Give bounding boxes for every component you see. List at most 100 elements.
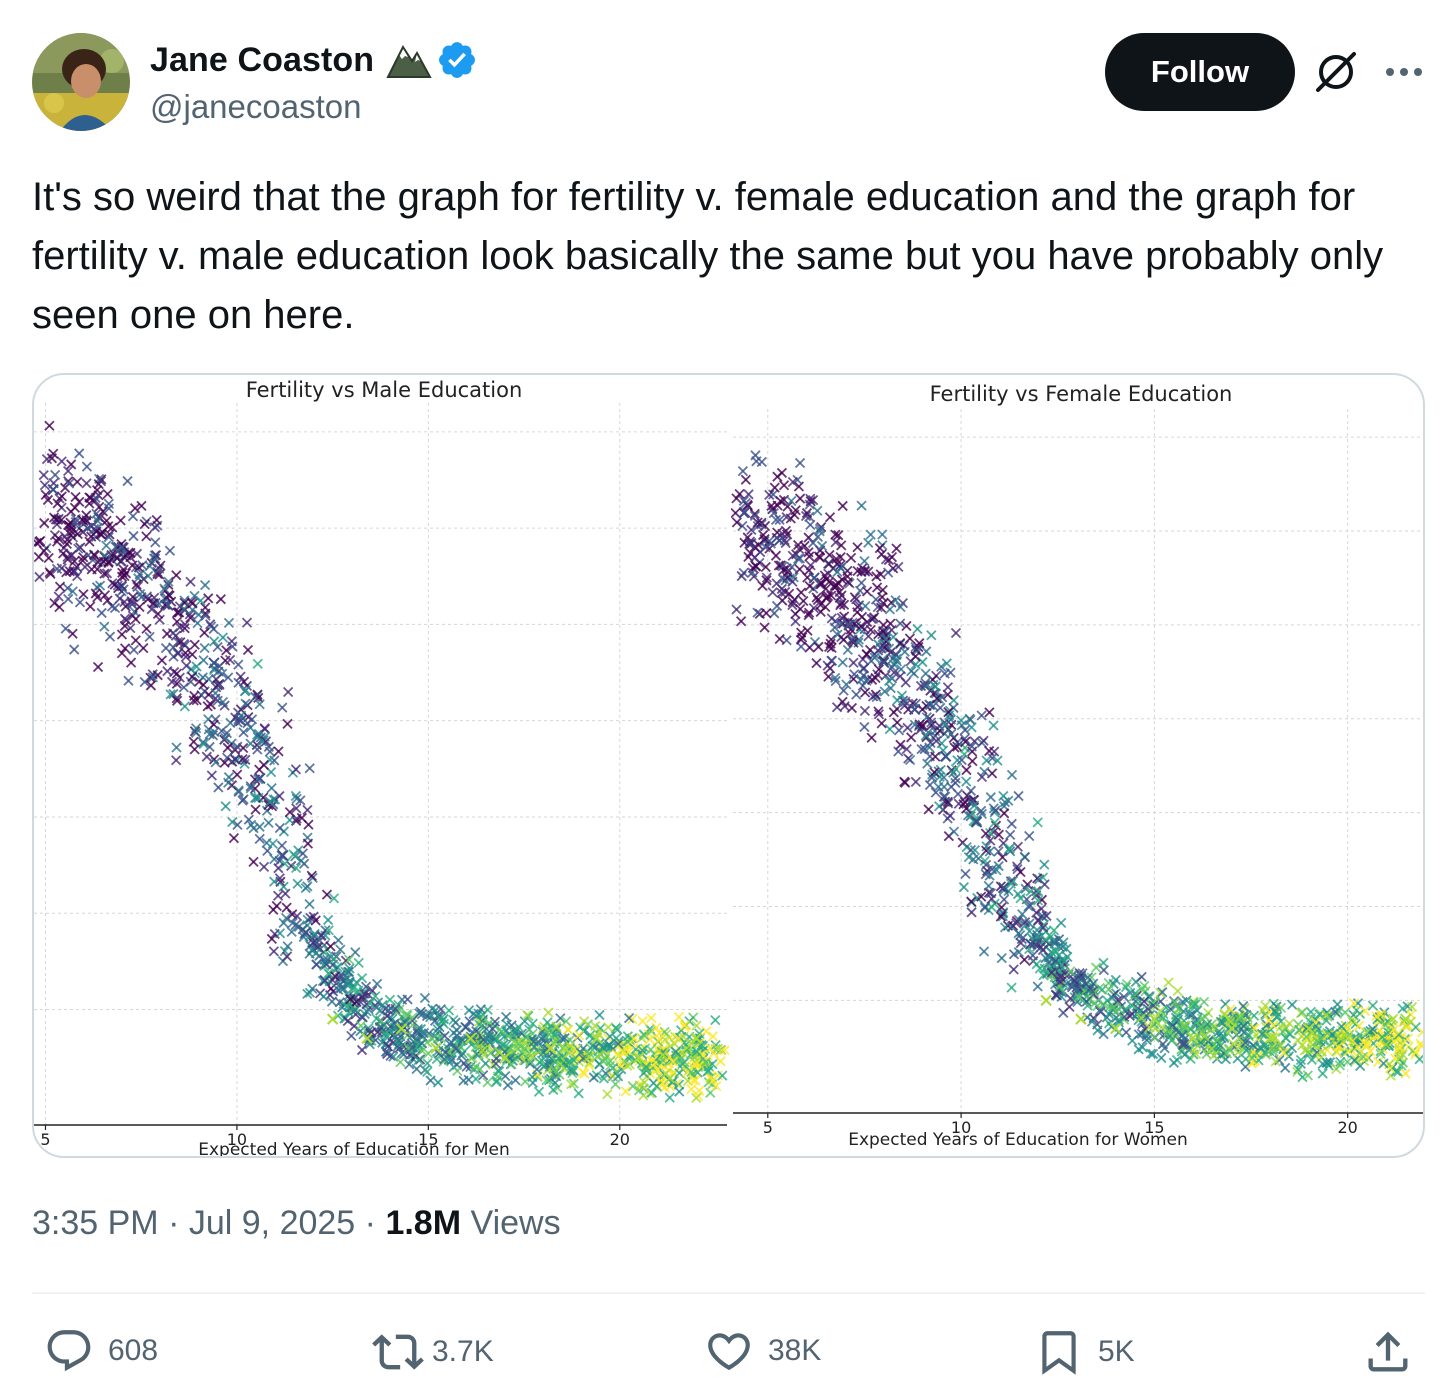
data-point <box>150 537 161 548</box>
data-point <box>60 623 71 634</box>
data-point <box>690 1075 701 1086</box>
data-point <box>846 702 858 714</box>
data-point <box>377 1037 388 1048</box>
data-point <box>597 1042 609 1054</box>
data-point <box>296 812 307 824</box>
data-point <box>209 636 220 647</box>
data-point <box>246 714 258 725</box>
data-point <box>115 515 126 526</box>
author-name[interactable]: Jane Coaston <box>150 40 375 79</box>
like-button[interactable]: 38K <box>704 1326 821 1376</box>
male-education-chart: 5 10 15 20 Fertility vs Male Education Expect… <box>34 375 729 1156</box>
data-point <box>600 1053 611 1065</box>
data-point <box>627 1013 638 1025</box>
data-point <box>483 1029 494 1040</box>
data-point <box>280 888 291 899</box>
data-point <box>56 491 67 502</box>
data-point <box>710 1014 721 1026</box>
data-point <box>920 668 931 679</box>
divider <box>32 1292 1425 1294</box>
data-point <box>769 482 780 493</box>
data-point <box>1136 971 1147 983</box>
data-point <box>461 1061 472 1072</box>
data-point <box>568 1078 579 1089</box>
series-point <box>326 1013 339 1025</box>
data-point <box>344 963 355 974</box>
data-point <box>527 1051 538 1062</box>
data-point <box>85 601 96 612</box>
data-point <box>794 457 806 469</box>
reply-button[interactable]: 608 <box>44 1326 158 1376</box>
data-point <box>224 654 236 666</box>
data-point <box>691 1046 702 1057</box>
data-point <box>274 790 285 802</box>
data-point <box>117 567 128 578</box>
data-point <box>142 570 154 582</box>
data-point <box>590 1020 601 1032</box>
data-point <box>254 821 265 832</box>
data-point <box>573 1088 584 1099</box>
data-point <box>407 1042 418 1053</box>
data-point <box>900 677 911 688</box>
data-point <box>444 1038 455 1049</box>
data-point <box>118 564 129 575</box>
data-point <box>749 552 760 563</box>
tweet-media[interactable]: 5 10 15 20 Fertility vs Male Education Expect… <box>32 373 1425 1158</box>
data-point <box>70 516 81 528</box>
data-point <box>948 826 960 837</box>
data-point <box>513 1038 524 1050</box>
data-point <box>213 782 224 793</box>
data-point <box>96 474 107 485</box>
data-point <box>924 779 936 791</box>
data-point <box>935 702 946 713</box>
data-point <box>372 1026 383 1038</box>
data-point <box>136 500 147 512</box>
data-point <box>226 636 237 647</box>
grok-icon[interactable] <box>1312 48 1360 96</box>
author-handle[interactable]: @janecoaston <box>150 88 362 125</box>
series-1 <box>326 1013 703 1064</box>
data-point <box>1367 1000 1378 1011</box>
data-point <box>837 657 848 668</box>
data-point <box>142 594 153 605</box>
data-point <box>48 512 60 523</box>
share-icon <box>1368 1331 1408 1372</box>
data-point <box>104 631 116 642</box>
tweet-timestamp[interactable]: 3:35 PM · Jul 9, 2025 · 1.8M Views <box>32 1204 561 1243</box>
data-point <box>826 613 837 624</box>
verified-badge-icon[interactable] <box>436 39 478 81</box>
data-point <box>491 1034 503 1045</box>
data-point <box>399 1017 410 1028</box>
data-point <box>99 621 110 632</box>
avatar[interactable] <box>32 33 130 131</box>
data-point <box>912 623 923 635</box>
data-point <box>125 657 137 668</box>
repost-button[interactable]: 3.7K <box>372 1326 494 1378</box>
data-point <box>281 902 292 913</box>
data-point <box>72 570 83 582</box>
data-point <box>353 985 364 996</box>
data-point <box>841 679 852 690</box>
data-point <box>39 517 50 529</box>
data-point <box>181 660 192 671</box>
data-point <box>201 751 212 762</box>
data-point <box>838 634 849 645</box>
series-point <box>235 714 247 727</box>
data-point <box>332 1010 344 1021</box>
data-point <box>328 893 340 904</box>
data-point <box>510 1075 521 1086</box>
share-button[interactable] <box>1362 1326 1414 1378</box>
data-point <box>917 656 928 668</box>
data-point <box>594 1009 605 1021</box>
data-point <box>149 550 161 561</box>
data-point <box>583 1051 595 1063</box>
more-options-icon[interactable] <box>1382 55 1426 89</box>
data-point <box>382 1011 393 1022</box>
bookmark-button[interactable]: 5K <box>1034 1326 1135 1378</box>
data-point <box>998 894 1010 905</box>
data-point <box>346 983 358 995</box>
data-point <box>1292 1035 1304 1046</box>
data-point <box>641 1061 652 1073</box>
follow-button[interactable]: Follow <box>1105 33 1295 111</box>
data-point <box>170 755 182 766</box>
